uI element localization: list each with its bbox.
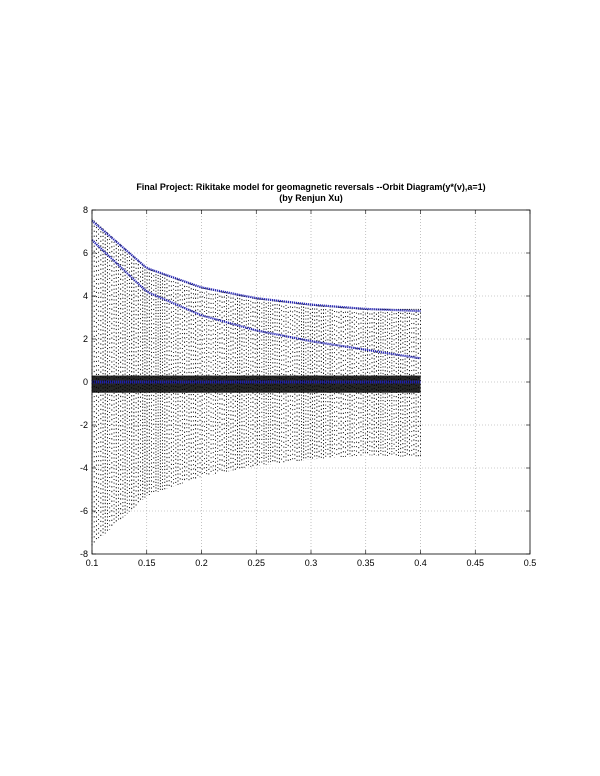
highlighted-branches <box>91 219 421 384</box>
dense-orbit-band <box>92 375 421 393</box>
y-tick-label: -2 <box>80 420 88 430</box>
x-tick-label: 0.35 <box>357 558 375 568</box>
x-tick-label: 0.25 <box>247 558 265 568</box>
y-tick-label: 0 <box>83 377 88 387</box>
y-tick-label: 2 <box>83 334 88 344</box>
x-tick-label: 0.4 <box>414 558 427 568</box>
y-tick-label: 4 <box>83 291 88 301</box>
x-tick-label: 0.5 <box>524 558 537 568</box>
y-axis: 8 6 4 2 0 -2 -4 -6 -8 <box>80 205 530 559</box>
branch-upper-branch <box>91 219 421 313</box>
chart-title: Final Project: Rikitake model for geomag… <box>136 182 485 192</box>
branch-middle-branch <box>91 239 421 360</box>
x-tick-label: 0.3 <box>305 558 318 568</box>
x-tick-label: 0.45 <box>466 558 484 568</box>
x-tick-label: 0.2 <box>195 558 208 568</box>
x-axis: 0.1 0.15 0.2 0.25 0.3 0.35 0.4 0.45 0.5 <box>86 210 537 568</box>
y-tick-label: -6 <box>80 506 88 516</box>
y-tick-label: -4 <box>80 463 88 473</box>
y-tick-label: -8 <box>80 549 88 559</box>
y-tick-label: 6 <box>83 248 88 258</box>
x-tick-label: 0.1 <box>86 558 99 568</box>
x-tick-label: 0.15 <box>138 558 156 568</box>
chart-subtitle: (by Renjun Xu) <box>279 193 343 203</box>
y-tick-label: 8 <box>83 205 88 215</box>
